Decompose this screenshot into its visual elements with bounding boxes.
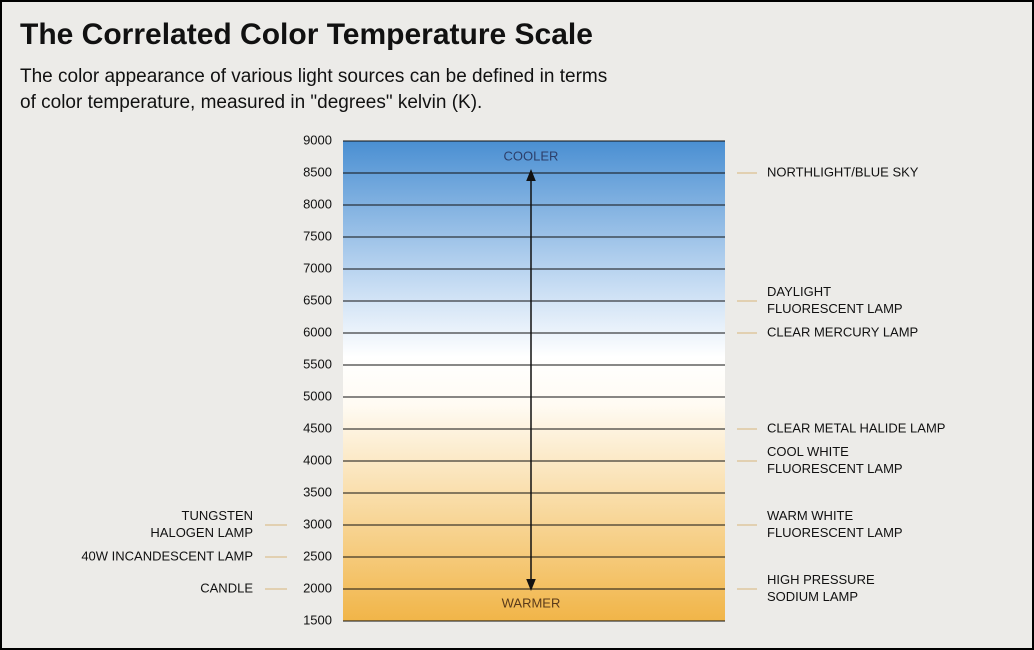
title: The Correlated Color Temperature Scale xyxy=(20,18,593,51)
tick-label: 4500 xyxy=(303,420,332,435)
tick-label: 9000 xyxy=(303,132,332,147)
source-label: SODIUM LAMP xyxy=(767,589,858,604)
source-label: NORTHLIGHT/BLUE SKY xyxy=(767,164,919,179)
tick-label: 1500 xyxy=(303,612,332,627)
tick-label: 3000 xyxy=(303,516,332,531)
tick-label: 2000 xyxy=(303,580,332,595)
source-label: HALOGEN LAMP xyxy=(150,525,253,540)
source-label: FLUORESCENT LAMP xyxy=(767,301,903,316)
source-label: 40W INCANDESCENT LAMP xyxy=(81,548,253,563)
source-label: CLEAR MERCURY LAMP xyxy=(767,324,918,339)
tick-label: 3500 xyxy=(303,484,332,499)
source-label: WARM WHITE xyxy=(767,508,853,523)
source-label: CANDLE xyxy=(200,580,253,595)
tick-label: 2500 xyxy=(303,548,332,563)
tick-label: 6000 xyxy=(303,324,332,339)
source-label: HIGH PRESSURE xyxy=(767,572,875,587)
source-label: CLEAR METAL HALIDE LAMP xyxy=(767,420,945,435)
subtitle: The color appearance of various light so… xyxy=(20,66,607,87)
tick-label: 7000 xyxy=(303,260,332,275)
subtitle: of color temperature, measured in "degre… xyxy=(20,92,482,113)
source-label: FLUORESCENT LAMP xyxy=(767,525,903,540)
tick-label: 5500 xyxy=(303,356,332,371)
source-label: FLUORESCENT LAMP xyxy=(767,461,903,476)
scale-bar xyxy=(343,141,725,621)
tick-label: 7500 xyxy=(303,228,332,243)
cooler-label: COOLER xyxy=(504,148,559,163)
source-label: DAYLIGHT xyxy=(767,284,831,299)
source-label: COOL WHITE xyxy=(767,444,849,459)
tick-label: 6500 xyxy=(303,292,332,307)
warmer-label: WARMER xyxy=(502,595,561,610)
tick-label: 8000 xyxy=(303,196,332,211)
source-label: TUNGSTEN xyxy=(182,508,254,523)
scale: 9000 8500 8000 7500 7000 6500 6000 5500 5000 4500… xyxy=(81,132,945,627)
tick-label: 4000 xyxy=(303,452,332,467)
tick-label: 5000 xyxy=(303,388,332,403)
tick-label: 8500 xyxy=(303,164,332,179)
